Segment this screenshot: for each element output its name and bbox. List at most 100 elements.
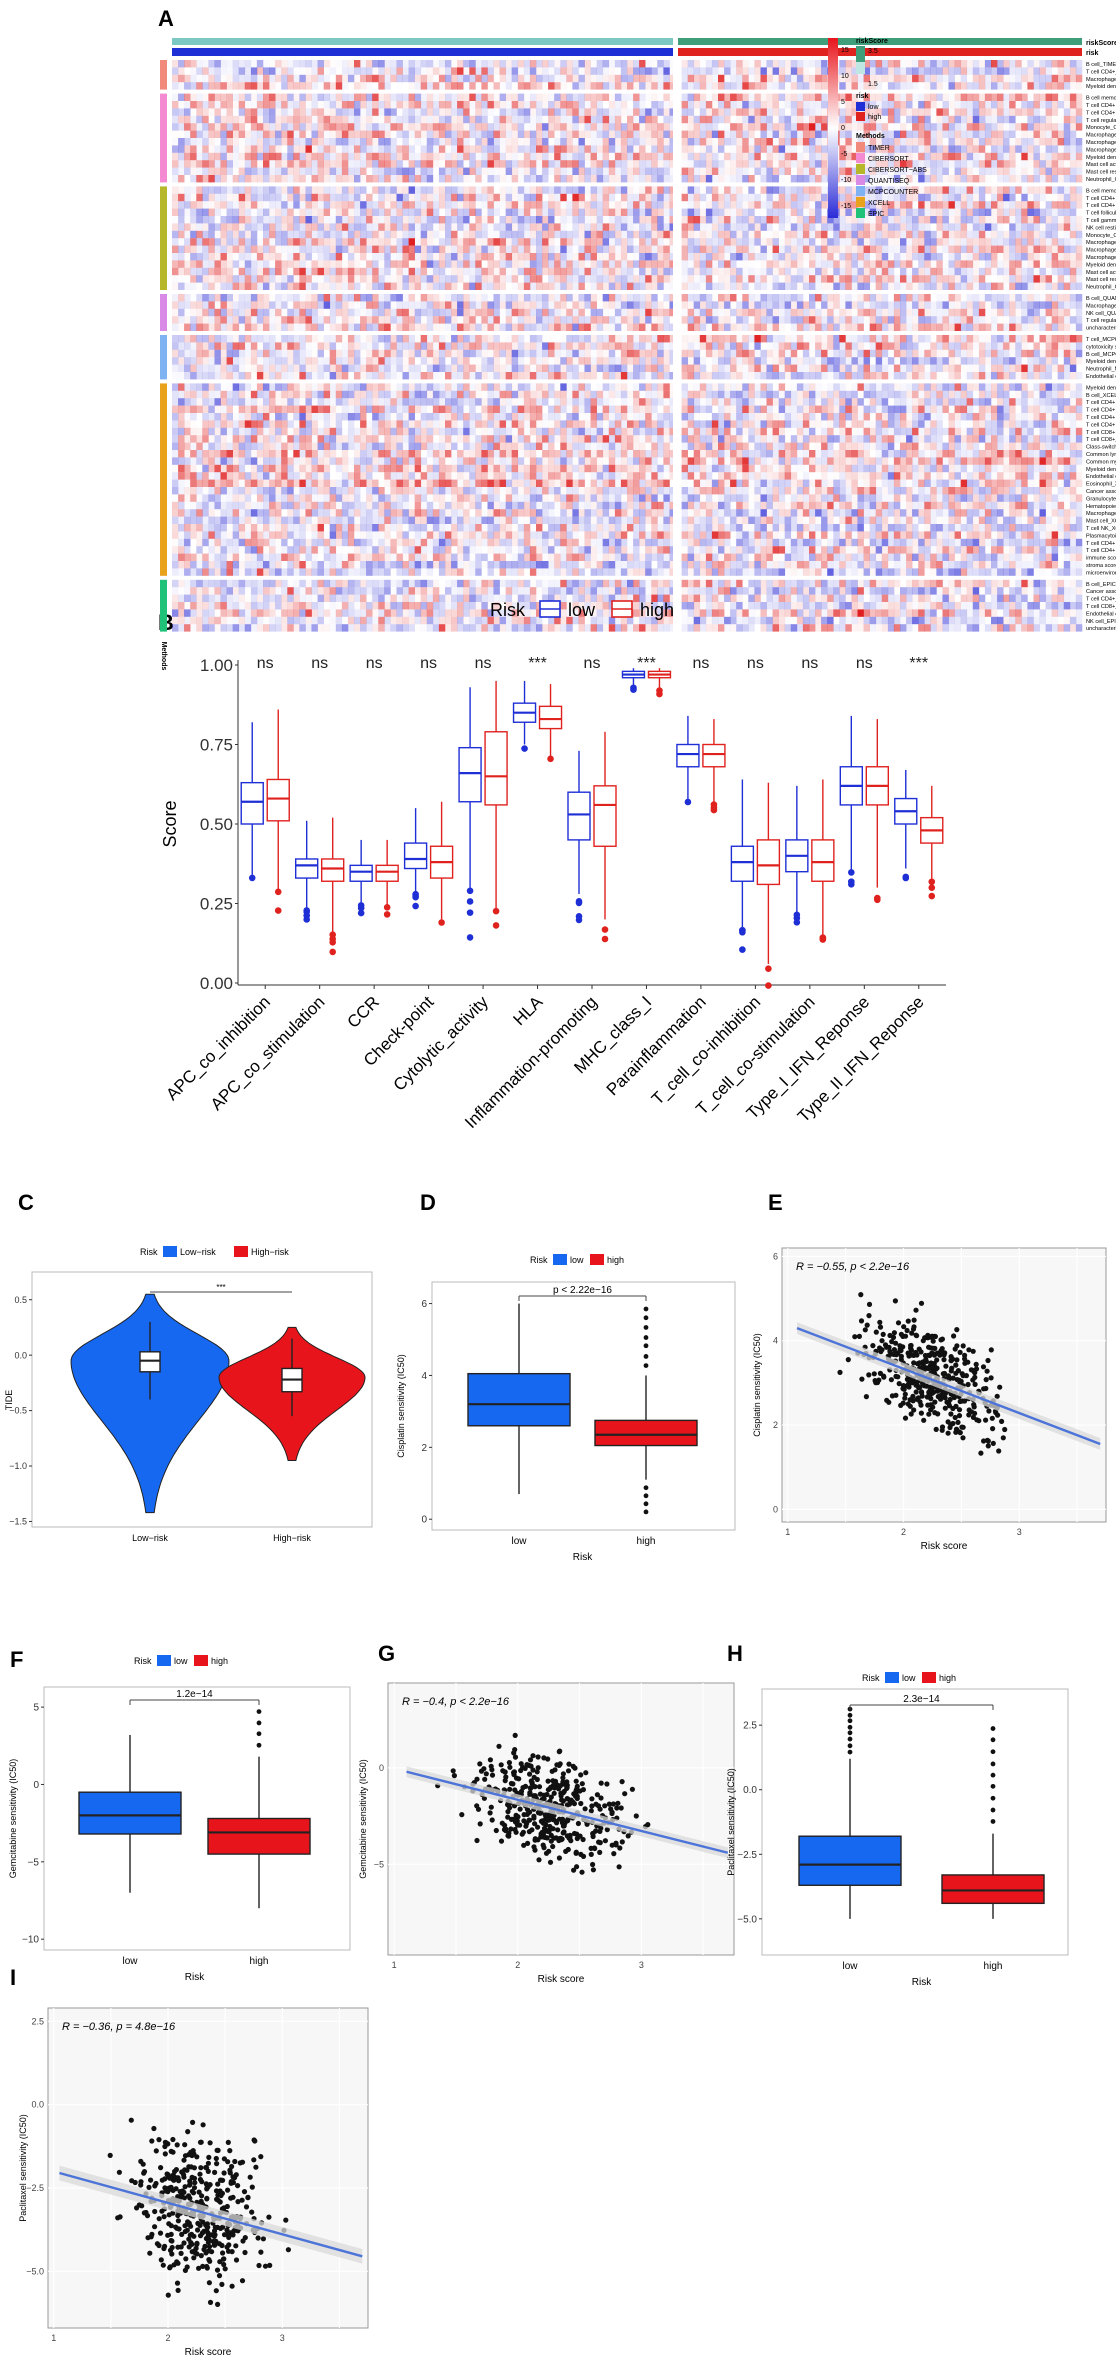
heatmap-cell: [226, 260, 233, 268]
heatmap-cell: [978, 216, 986, 224]
heatmap-cell: [784, 186, 792, 194]
heatmap-cell: [997, 253, 1003, 260]
heatmap-cell: [869, 115, 877, 124]
heatmap-cell: [451, 160, 458, 168]
heatmap-cell: [966, 301, 974, 309]
heatmap-cell: [426, 275, 434, 283]
heatmap-cell: [263, 282, 270, 290]
heatmap-cell: [293, 67, 299, 74]
heatmap-cell: [420, 230, 428, 239]
heatmap-cell: [548, 301, 555, 309]
heatmap-cell: [536, 301, 543, 309]
heatmap-cell: [942, 93, 949, 101]
heatmap-cell: [627, 82, 634, 90]
heatmap-cell: [554, 308, 561, 317]
heatmap-cell: [1063, 175, 1071, 183]
heatmap-cell: [1021, 260, 1027, 267]
heatmap-cell: [542, 74, 549, 83]
heatmap-cell: [281, 193, 288, 202]
heatmap-cell: [578, 308, 585, 317]
heatmap-cell: [438, 152, 446, 161]
heatmap-cell: [548, 123, 555, 131]
heatmap-cell: [499, 193, 506, 202]
heatmap-cell: [881, 216, 889, 224]
heatmap-cell: [487, 216, 494, 224]
heatmap-cell: [475, 282, 482, 290]
heatmap-cell: [287, 115, 294, 124]
heatmap-cell: [226, 82, 233, 90]
heatmap-cell: [402, 108, 409, 116]
heatmap-cell: [766, 93, 773, 101]
heatmap-cell: [202, 138, 209, 146]
heatmap-cell: [778, 123, 786, 131]
heatmap-cell: [930, 116, 936, 123]
heatmap-cell: [560, 160, 567, 168]
heatmap-cell: [469, 138, 475, 145]
heatmap-cell: [378, 223, 385, 231]
heatmap-cell: [784, 67, 792, 75]
heatmap-cell: [378, 294, 385, 302]
heatmap-cell: [645, 230, 652, 239]
heatmap-cell: [384, 260, 391, 268]
heatmap-cell: [354, 245, 361, 253]
panel-label-G: G: [378, 1641, 395, 1666]
heatmap-cell: [500, 209, 506, 216]
heatmap-cell: [1057, 208, 1065, 216]
heatmap-cell: [875, 152, 883, 161]
heatmap-cell: [384, 145, 391, 153]
heatmap-cell: [1033, 60, 1040, 68]
heatmap-cell: [196, 75, 202, 82]
heatmap-cell: [960, 223, 968, 231]
heatmap-cell: [226, 193, 233, 202]
heatmap-cell: [1063, 193, 1071, 202]
heatmap-cell: [378, 74, 385, 83]
heatmap-cell: [475, 60, 482, 68]
heatmap-cell: [730, 116, 736, 123]
panel-label-C: C: [18, 1190, 34, 1215]
heatmap-cell: [384, 160, 391, 168]
heatmap-cell: [239, 145, 245, 152]
heatmap-cell: [408, 145, 415, 153]
heatmap-cell: [918, 186, 925, 194]
heatmap-cell: [845, 152, 852, 161]
heatmap-cell: [906, 193, 913, 202]
heatmap-cell: [354, 82, 361, 90]
heatmap-cell: [384, 238, 391, 246]
heatmap-cell: [1069, 145, 1077, 153]
heatmap-cell: [948, 138, 955, 146]
heatmap-cell: [633, 260, 640, 268]
heatmap-cell: [815, 123, 822, 131]
heatmap-cell: [590, 138, 597, 146]
heatmap-cell: [457, 208, 464, 216]
heatmap-cell: [281, 294, 288, 302]
heatmap-cell: [785, 82, 791, 89]
heatmap-cell: [936, 253, 943, 261]
heatmap-cell: [511, 294, 519, 302]
heatmap-cell: [1003, 238, 1010, 246]
heatmap-cell: [1075, 101, 1083, 109]
heatmap-cell: [815, 201, 822, 209]
heatmap-cell: [870, 253, 876, 260]
method-annotation-0: [160, 60, 167, 90]
heatmap-cell: [863, 230, 870, 239]
heatmap-cell: [930, 208, 937, 216]
heatmap-cell: [912, 138, 919, 146]
heatmap-cell: [627, 152, 634, 161]
heatmap-cell: [366, 123, 373, 131]
risk-annotation-low: [172, 48, 673, 56]
heatmap-cell: [852, 309, 858, 316]
heatmap-cell: [936, 267, 943, 276]
heatmap-cell: [802, 216, 810, 224]
heatmap-cell: [366, 308, 373, 317]
heatmap-cell: [184, 130, 191, 138]
heatmap-cell: [1039, 193, 1046, 202]
heatmap-cell: [457, 108, 464, 116]
heatmap-cell: [978, 275, 986, 283]
heatmap-cell: [488, 223, 494, 230]
heatmap-cell: [1051, 74, 1059, 83]
heatmap-cell: [184, 230, 191, 239]
heatmap-cell: [784, 282, 792, 290]
heatmap-cell: [578, 275, 585, 283]
heatmap-cell: [390, 268, 396, 275]
heatmap-cell: [378, 93, 385, 101]
